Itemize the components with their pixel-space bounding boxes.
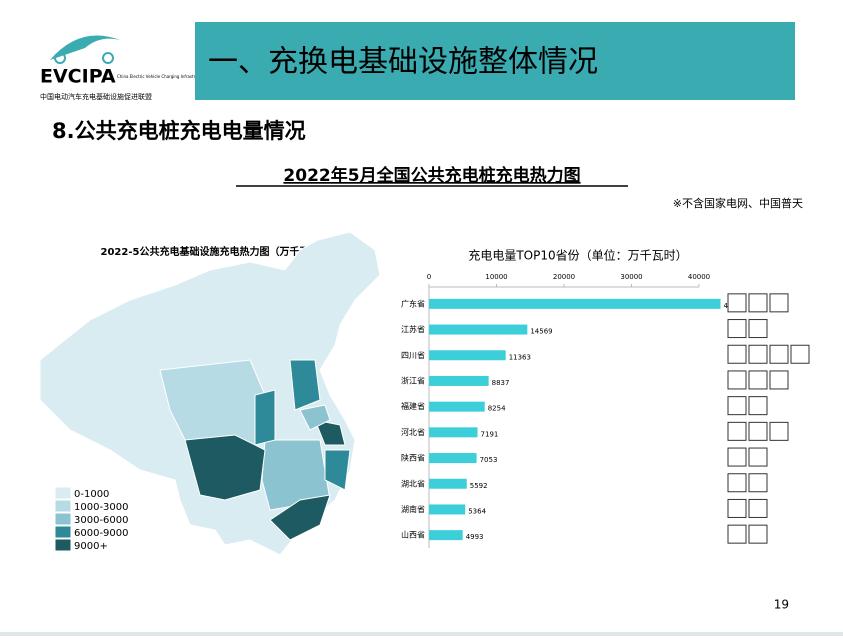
value-label: 5592 [470,482,488,490]
x-tick-label: 0 [427,273,431,281]
y-tick-label: 陕西省 [401,453,425,463]
y-tick-label: 四川省 [401,350,425,360]
bottom-band [0,632,843,636]
vehicle-icon [769,293,789,313]
value-label: 8837 [492,379,510,387]
bar [429,530,463,541]
y-tick-label: 山西省 [401,530,425,540]
value-label: 8254 [488,405,506,413]
map [39,231,381,556]
value-label: 14569 [530,328,552,336]
bar [429,504,466,515]
vehicle-icon [769,370,789,390]
x-tick-label: 30000 [620,273,642,281]
y-tick-label: 湖北省 [401,478,425,488]
bar [429,375,489,386]
vehicle-icon [748,498,768,518]
legend-label: 3000-6000 [74,515,129,526]
legend-label: 6000-9000 [74,528,129,539]
province [289,359,321,411]
note: ※不含国家电网、中国普天 [673,196,803,210]
logo-name: EVCIPA [40,66,116,88]
vehicle-icon [727,293,747,313]
legend-label: 9000+ [74,541,108,552]
legend-swatch [54,499,72,513]
bar [429,324,528,335]
vehicle-icon [727,447,747,467]
legend-swatch [54,525,72,539]
vehicle-icon [727,370,747,390]
section-title: 8.公共充电桩充电电量情况 [52,119,306,143]
value-label: 7053 [480,456,498,464]
vehicle-icon [769,421,789,441]
bar [429,298,721,309]
vehicle-icon [727,473,747,493]
province [269,494,331,541]
chart-title: 充电电量TOP10省份（单位：万千瓦时） [468,248,687,263]
vehicle-icon [748,370,768,390]
vehicle-icon [727,344,747,364]
legend-label: 1000-3000 [74,502,129,513]
main-title: 2022年5月全国公共充电桩充电热力图 [283,165,580,186]
x-tick-label: 20000 [553,273,575,281]
x-tick-label: 10000 [485,273,507,281]
value-label: 4993 [466,533,484,541]
map-title: 2022-5公共充电基础设施充电热力图（万千瓦时） [101,245,330,258]
y-tick-label: 浙江省 [401,375,425,385]
legend-label: 0-1000 [74,489,109,500]
legend-swatch [54,538,72,552]
vehicle-icon [727,319,747,339]
vehicle-icon [727,396,747,416]
province [314,419,346,446]
vehicle-icon [748,293,768,313]
logo-english: China Electric Vehicle Charging Infrastr… [117,74,247,79]
page-number: 19 [774,598,789,612]
bar [429,401,485,412]
vehicle-icon [790,344,810,364]
vehicle-icon [748,396,768,416]
y-tick-label: 河北省 [401,427,425,437]
vehicle-icon [727,524,747,544]
vehicle-icon [748,524,768,544]
vehicle-icon [727,421,747,441]
bar [429,350,506,361]
map-legend: 0-1000 1000-3000 3000-6000 6000-9000 9000+ [54,486,129,552]
bar [429,478,467,489]
value-label: 7191 [481,430,499,438]
vehicle-icon [748,473,768,493]
bar [429,427,478,438]
logo-wheel [102,52,114,64]
bar-chart: 充电电量TOP10省份（单位：万千瓦时） 0 10000 20000 30000 4000… [401,248,810,548]
legend-swatch [54,486,72,500]
bar [429,453,477,464]
vehicle-icon [748,344,768,364]
province [254,389,276,446]
x-tick-label: 40000 [688,273,710,281]
value-label: 5364 [468,507,486,515]
y-tick-label: 江苏省 [401,324,425,334]
legend-swatch [54,512,72,526]
header-bar [195,22,795,100]
province [324,449,351,491]
logo-chinese: 中国电动汽车充电基础设施促进联盟 [40,92,152,101]
vehicle-icon [727,498,747,518]
vehicle-icon [769,344,789,364]
value-label: 11363 [509,353,531,361]
vehicle-icon [748,447,768,467]
y-tick-label: 广东省 [401,298,425,308]
header-title: 一、充换电基础设施整体情况 [208,45,598,80]
logo: EVCIPA China Electric Vehicle Charging I… [40,35,247,101]
logo-wheel [54,52,66,64]
vehicle-icon [748,421,768,441]
province [184,434,266,501]
logo-arc [50,35,120,60]
province [299,404,331,431]
y-tick-label: 福建省 [401,401,425,411]
y-tick-label: 湖南省 [401,504,425,514]
vehicle-icon [748,319,768,339]
